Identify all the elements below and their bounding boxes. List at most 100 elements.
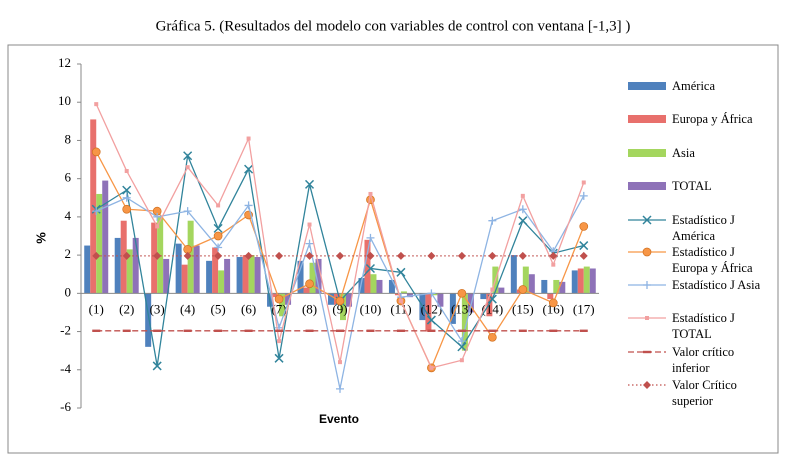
marker — [122, 204, 132, 214]
marker — [305, 329, 314, 332]
legend-label: Asia — [672, 146, 695, 160]
y-tick-label: 4 — [65, 208, 72, 223]
y-tick-label: 2 — [65, 246, 72, 261]
bar — [175, 243, 182, 294]
marker — [548, 298, 558, 308]
bar — [522, 266, 529, 294]
marker — [518, 329, 527, 332]
legend-swatch-box — [628, 115, 666, 123]
marker — [368, 191, 373, 196]
marker — [274, 294, 284, 304]
bar — [236, 257, 243, 294]
marker — [426, 315, 436, 325]
marker — [642, 215, 652, 225]
bar — [315, 258, 322, 294]
x-tick-label: (14) — [482, 301, 504, 316]
legend-item: América — [628, 78, 772, 94]
bar — [248, 255, 255, 294]
bar — [559, 281, 566, 294]
bar — [370, 274, 377, 294]
legend-label: TOTAL — [672, 179, 712, 193]
marker — [183, 207, 192, 216]
marker — [427, 329, 436, 332]
legend-label: Valor crítico inferior — [672, 345, 735, 375]
bar — [126, 249, 133, 294]
marker — [213, 223, 223, 233]
marker — [579, 251, 588, 260]
x-axis-label: Evento — [319, 412, 359, 426]
y-axis-label: % — [33, 232, 48, 244]
line — [95, 153, 584, 367]
bar — [279, 293, 286, 317]
marker — [488, 329, 497, 332]
y-tick-label: 8 — [65, 131, 72, 146]
legend-item: Valor crítico inferior — [628, 344, 772, 376]
x-tick-label: (16) — [542, 301, 564, 316]
marker — [643, 281, 651, 289]
x-tick-label: (4) — [180, 301, 195, 316]
marker — [185, 165, 190, 170]
marker — [244, 201, 253, 210]
legend-swatch — [628, 182, 666, 190]
legend-swatch — [628, 115, 666, 123]
x-tick-label: (15) — [512, 301, 534, 316]
bar — [571, 270, 578, 294]
x-tick-label: (17) — [573, 301, 595, 316]
line — [95, 103, 585, 369]
bar — [96, 193, 103, 294]
marker — [518, 216, 528, 226]
bar — [480, 293, 487, 300]
marker — [520, 193, 525, 198]
y-tick-label: -6 — [60, 399, 71, 414]
bar — [328, 293, 334, 305]
marker — [216, 203, 221, 208]
marker — [305, 239, 314, 248]
bar — [309, 262, 316, 294]
chart-title: Gráfica 5. (Resultados del modelo con va… — [156, 18, 631, 34]
x-tick-label: (1) — [89, 301, 104, 316]
marker — [183, 251, 192, 260]
bar — [461, 293, 468, 351]
x-tick-label: (10) — [360, 301, 382, 316]
marker — [153, 251, 162, 260]
bar — [467, 293, 474, 313]
marker — [398, 298, 403, 303]
marker — [335, 296, 345, 306]
bar — [388, 279, 395, 294]
bar — [193, 245, 200, 294]
marker — [490, 287, 495, 292]
legend-item: TOTAL — [628, 178, 772, 194]
y-tick-label: 10 — [58, 93, 71, 108]
x-tick-label: (6) — [241, 301, 256, 316]
bar — [242, 255, 249, 294]
marker — [122, 251, 131, 260]
marker — [122, 193, 131, 202]
bar — [163, 258, 170, 294]
marker — [122, 185, 132, 195]
marker — [579, 222, 589, 231]
marker — [459, 358, 464, 363]
marker — [551, 262, 556, 267]
marker — [277, 339, 282, 344]
bar — [212, 247, 219, 294]
x-tick-label: (2) — [119, 301, 134, 316]
bar — [376, 279, 383, 294]
marker — [275, 329, 284, 332]
legend-label: Estadístico J América — [672, 213, 735, 243]
marker — [488, 332, 497, 342]
bar — [224, 258, 231, 294]
marker — [579, 241, 589, 251]
legend-swatch-box — [628, 182, 666, 190]
y-tick-label: 6 — [65, 170, 72, 185]
marker — [396, 267, 406, 277]
marker — [488, 251, 497, 260]
marker — [274, 353, 284, 363]
bar — [498, 287, 505, 294]
marker — [427, 251, 436, 260]
marker — [642, 247, 652, 257]
bar — [437, 293, 444, 307]
marker — [336, 384, 344, 393]
marker — [244, 251, 253, 260]
legend-item: Valor Crítico superior — [628, 377, 772, 409]
